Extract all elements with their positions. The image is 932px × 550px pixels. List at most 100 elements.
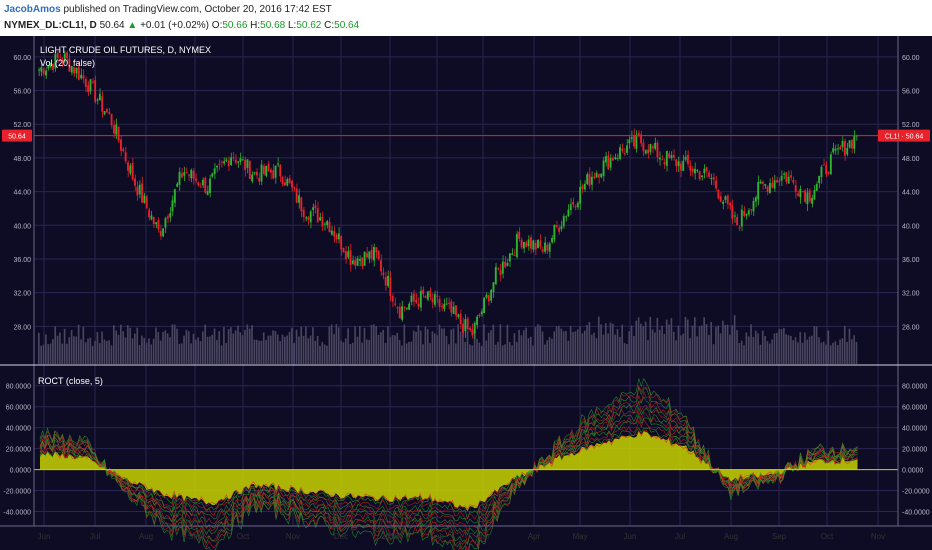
volume-bar: [410, 341, 413, 364]
candle-body: [771, 183, 774, 188]
volume-bar: [45, 334, 47, 364]
volume-bar: [380, 332, 382, 364]
volume-bar: [42, 344, 45, 364]
candle-body: [300, 197, 303, 212]
candle-body: [471, 329, 474, 336]
volume-bar: [237, 325, 239, 364]
volume-bars: [38, 315, 858, 364]
volume-bar: [408, 341, 410, 364]
volume-bar: [729, 334, 731, 364]
volume-bar: [59, 332, 61, 364]
candle-body: [262, 165, 265, 175]
candle-body: [515, 234, 518, 258]
candle-body: [112, 125, 115, 134]
volume-bar: [780, 329, 783, 364]
candle-body: [173, 189, 176, 203]
author-link[interactable]: JacobAmos: [4, 4, 61, 15]
volume-bar: [544, 344, 546, 364]
candle-body: [77, 66, 80, 80]
candle-body: [155, 222, 158, 225]
candle-body: [436, 295, 439, 297]
volume-bar: [96, 332, 99, 364]
candle-body: [105, 108, 108, 113]
symbol-label[interactable]: NYMEX_DL:CL1!, D: [4, 20, 97, 31]
volume-bar: [757, 333, 759, 364]
candle-body: [59, 59, 61, 61]
volume-bar: [701, 325, 703, 364]
volume-bar: [750, 324, 752, 364]
candle-body: [619, 147, 621, 159]
volume-bar: [431, 331, 434, 364]
volume-bar: [216, 339, 218, 364]
price-tick-left: 60.00: [13, 55, 31, 62]
volume-bar: [834, 341, 837, 364]
volume-bar: [232, 333, 235, 364]
volume-bar: [253, 339, 256, 364]
volume-bar: [180, 343, 183, 364]
candle-body: [457, 314, 460, 317]
volume-bar: [450, 329, 452, 364]
candle-body: [305, 217, 307, 219]
candle-body: [326, 221, 329, 226]
candle-body: [443, 303, 446, 309]
candle-body: [122, 148, 125, 152]
last-price-label-left: 50.64: [8, 134, 26, 141]
candle-body: [462, 323, 464, 334]
volume-bar: [422, 344, 424, 364]
volume-bar: [366, 339, 368, 364]
volume-bar: [281, 334, 284, 364]
candle-body: [84, 79, 87, 87]
candle-body: [811, 197, 814, 204]
volume-bar: [370, 324, 373, 364]
candle-body: [832, 148, 835, 153]
candle-body: [445, 303, 448, 305]
open-value: 50.66: [222, 20, 248, 31]
volume-bar: [462, 333, 464, 364]
volume-bar: [307, 338, 310, 364]
volume-bar: [480, 345, 483, 364]
volume-bar: [351, 342, 354, 364]
candle-body: [255, 171, 258, 176]
roc-tick-left: -20.0000: [3, 489, 31, 496]
volume-bar: [75, 336, 78, 364]
candle-body: [422, 289, 425, 295]
volume-bar: [694, 317, 696, 364]
volume-bar: [832, 342, 834, 364]
volume-bar: [391, 334, 394, 364]
candle-body: [80, 74, 83, 79]
volume-bar: [209, 336, 211, 364]
candle-body: [736, 217, 739, 226]
volume-bar: [82, 326, 85, 364]
volume-bar: [621, 324, 624, 364]
roc-tick-right: 80.0000: [902, 384, 927, 391]
volume-bar: [492, 324, 495, 364]
candle-body: [157, 220, 160, 230]
candle-body: [234, 159, 237, 163]
volume-bar: [363, 327, 366, 364]
volume-bar: [448, 344, 450, 364]
close-label: C:: [324, 20, 335, 31]
candle-body: [56, 52, 59, 58]
volume-bar: [504, 344, 506, 364]
change-value: +0.01 (+0.02%): [140, 20, 210, 31]
candle-body: [595, 172, 598, 178]
chart-canvas[interactable]: 60.00 60.00 56.00 56.00 52.00 52.00 48.00 48.00…: [0, 36, 932, 550]
candle-body: [487, 295, 490, 302]
volume-bar: [77, 324, 80, 364]
candle-body: [225, 159, 228, 161]
candle-body: [773, 180, 776, 189]
candle-body: [384, 276, 387, 286]
volume-bar: [522, 330, 525, 364]
candle-body: [370, 249, 373, 259]
candle-body: [541, 249, 544, 252]
volume-bar: [703, 317, 706, 364]
price-tick-left: 28.00: [13, 324, 31, 331]
candle-body: [295, 188, 298, 203]
candle-body: [410, 295, 413, 302]
volume-bar: [792, 340, 795, 364]
candle-body: [396, 307, 399, 309]
volume-bar: [607, 333, 609, 364]
volume-bar: [560, 328, 563, 364]
volume-bar: [239, 332, 242, 364]
volume-bar: [91, 345, 94, 364]
